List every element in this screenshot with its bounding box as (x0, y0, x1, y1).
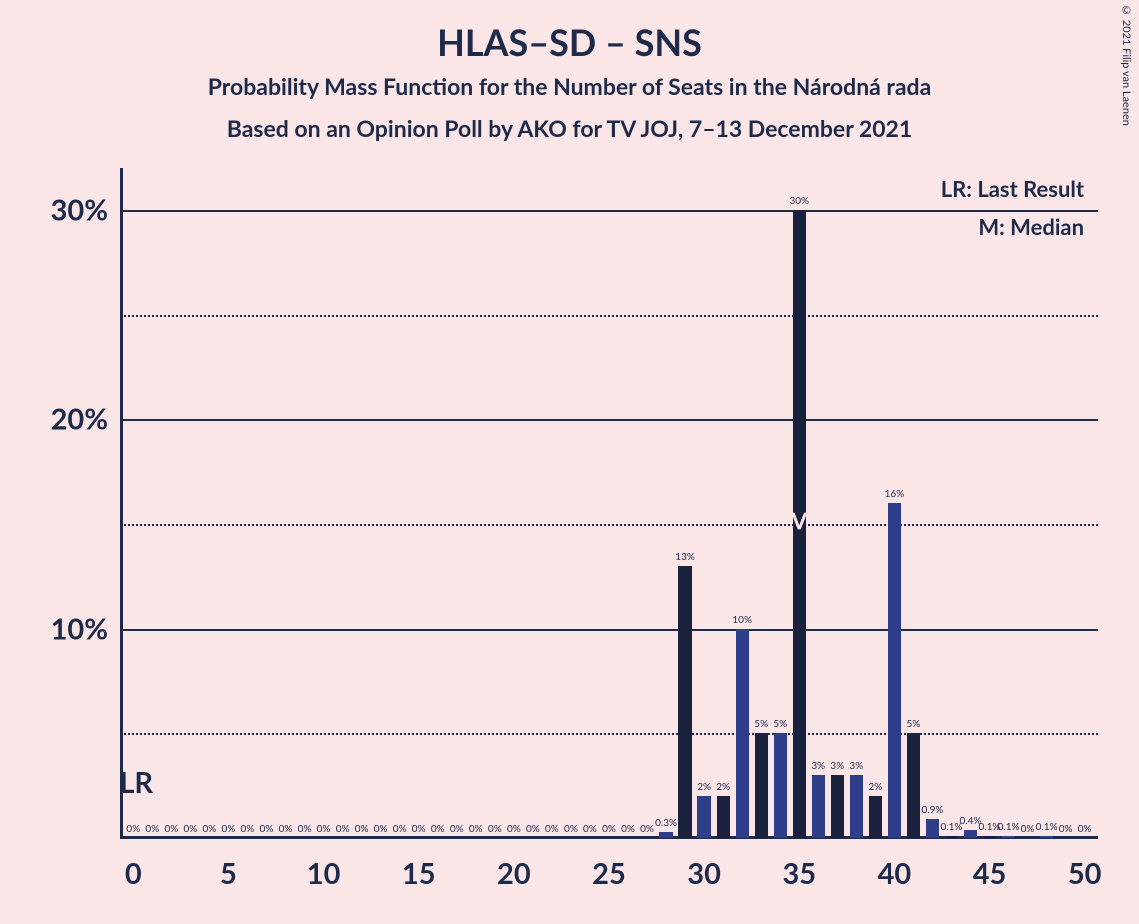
bar-value-label: 0% (564, 823, 578, 835)
y-gridline (120, 210, 1098, 212)
x-tick-label: 20 (497, 856, 531, 891)
bar-value-label: 0% (336, 823, 350, 835)
x-tick-label: 15 (402, 856, 436, 891)
bar (812, 775, 825, 838)
bar (774, 733, 787, 838)
x-tick-label: 5 (220, 856, 237, 891)
bar-value-label: 13% (675, 551, 695, 563)
bar-value-label: 0% (602, 823, 616, 835)
bar (1002, 836, 1015, 838)
bar-value-label: 0% (1059, 823, 1073, 835)
bar-value-label: 0% (450, 823, 464, 835)
bar-value-label: 0% (393, 823, 407, 835)
y-gridline (120, 629, 1098, 631)
bar (659, 832, 672, 838)
bar (793, 210, 806, 838)
bar-value-label: 0% (241, 823, 255, 835)
bar (717, 796, 730, 838)
bar-value-label: 0% (317, 823, 331, 835)
bar-value-label: 0% (469, 823, 483, 835)
bar-value-label: 30% (789, 195, 809, 207)
bar-value-label: 5% (754, 718, 768, 730)
bar-value-label: 0% (412, 823, 426, 835)
chart-subtitle-1: Probability Mass Function for the Number… (0, 72, 1139, 100)
bar-value-label: 3% (811, 760, 825, 772)
y-axis-line (120, 168, 123, 838)
bar-value-label: 0% (1078, 823, 1092, 835)
bar-value-label: 0.1% (998, 821, 1020, 833)
bar-value-label: 0% (126, 823, 140, 835)
bar-value-label: 0% (298, 823, 312, 835)
bar (850, 775, 863, 838)
bar-value-label: 0.1% (1036, 821, 1058, 833)
copyright-text: © 2021 Filip van Laenen (1120, 4, 1133, 126)
bar-value-label: 16% (885, 488, 905, 500)
bar-value-label: 0% (222, 823, 236, 835)
legend-median: M: Median (978, 213, 1084, 240)
bar (983, 836, 996, 838)
bar-value-label: 0% (203, 823, 217, 835)
bar-value-label: 0% (1021, 823, 1035, 835)
bar (697, 796, 710, 838)
x-tick-label: 25 (592, 856, 626, 891)
bar-value-label: 0% (545, 823, 559, 835)
chart-subtitle-2: Based on an Opinion Poll by AKO for TV J… (0, 114, 1139, 142)
bar (678, 566, 691, 838)
bar (926, 819, 939, 838)
bar-value-label: 0% (145, 823, 159, 835)
bar-value-label: 0% (164, 823, 178, 835)
x-tick-label: 30 (687, 856, 721, 891)
bar-value-label: 0% (279, 823, 293, 835)
bar-value-label: 3% (849, 760, 863, 772)
x-tick-label: 0 (125, 856, 142, 891)
y-tick-label: 20% (51, 402, 108, 437)
bar-value-label: 0% (431, 823, 445, 835)
x-tick-label: 40 (878, 856, 912, 891)
bar-value-label: 3% (830, 760, 844, 772)
bar-value-label: 0% (526, 823, 540, 835)
bar-value-label: 10% (732, 614, 752, 626)
bar-value-label: 0.3% (655, 817, 677, 829)
y-gridline (120, 733, 1098, 735)
bar-value-label: 0% (260, 823, 274, 835)
lr-annotation: LR (119, 765, 153, 800)
chart-canvas: HLAS–SD – SNS Probability Mass Function … (0, 0, 1139, 924)
bar-value-label: 0% (374, 823, 388, 835)
bar-value-label: 0% (507, 823, 521, 835)
legend-last-result: LR: Last Result (941, 175, 1084, 202)
bar (755, 733, 768, 838)
bar (964, 830, 977, 838)
plot-area: LR: Last Result M: Median LR 10%20%30%05… (120, 168, 1098, 838)
bar (831, 775, 844, 838)
y-gridline (120, 524, 1098, 526)
bar-value-label: 0% (583, 823, 597, 835)
bar-value-label: 0% (621, 823, 635, 835)
bar-value-label: 0% (183, 823, 197, 835)
bar (736, 629, 749, 838)
bar-value-label: 2% (868, 781, 882, 793)
bar-value-label: 0% (355, 823, 369, 835)
y-tick-label: 30% (51, 192, 108, 227)
x-tick-label: 45 (973, 856, 1007, 891)
y-gridline (120, 315, 1098, 317)
bar-value-label: 2% (716, 781, 730, 793)
y-tick-label: 10% (51, 611, 108, 646)
bar (945, 836, 958, 838)
y-gridline (120, 419, 1098, 421)
chart-title: HLAS–SD – SNS (0, 20, 1139, 64)
bar-value-label: 0% (488, 823, 502, 835)
bar-value-label: 5% (773, 718, 787, 730)
bar-value-label: 2% (697, 781, 711, 793)
bar (907, 733, 920, 838)
bar (888, 503, 901, 838)
x-tick-label: 35 (782, 856, 816, 891)
x-tick-label: 50 (1068, 856, 1102, 891)
bar-value-label: 0.9% (921, 804, 943, 816)
bar (869, 796, 882, 838)
bar (1040, 836, 1053, 838)
bar-value-label: 5% (907, 718, 921, 730)
x-tick-label: 10 (307, 856, 341, 891)
bar-value-label: 0% (640, 823, 654, 835)
